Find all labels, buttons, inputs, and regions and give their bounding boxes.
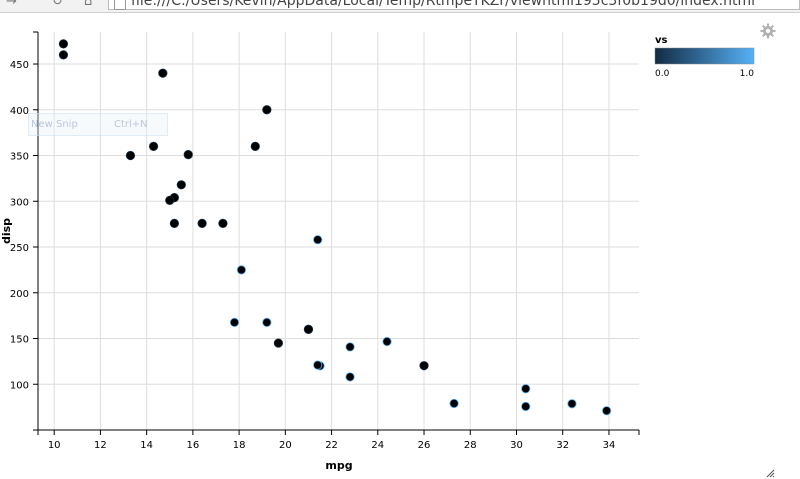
data-point — [419, 361, 429, 371]
chart-grid — [38, 32, 639, 430]
data-point — [158, 68, 168, 78]
page-icon — [114, 0, 126, 10]
y-axis-title: disp — [0, 218, 13, 244]
data-points — [58, 39, 612, 416]
legend-title: vs — [655, 35, 668, 46]
data-point — [183, 150, 193, 160]
data-point — [236, 265, 247, 275]
x-tick-label: 20 — [279, 440, 292, 451]
data-point — [197, 218, 207, 229]
x-tick-label: 28 — [464, 440, 477, 451]
snip-shortcut: Ctrl+N — [114, 119, 148, 130]
data-point — [250, 141, 260, 151]
data-point — [125, 150, 136, 161]
data-point — [449, 398, 459, 409]
y-tick-label: 200 — [10, 289, 29, 300]
data-point — [58, 39, 69, 49]
x-tick-label: 32 — [556, 440, 569, 451]
y-tick-label: 400 — [10, 106, 29, 117]
data-point — [229, 317, 240, 328]
x-tick-label: 30 — [510, 440, 523, 451]
x-tick-label: 34 — [603, 440, 616, 451]
data-point — [176, 180, 186, 190]
legend: vs 0.0 1.0 — [654, 35, 755, 79]
home-icon[interactable]: ⌂ — [84, 0, 93, 9]
data-point — [345, 372, 355, 382]
y-tick-label: 250 — [10, 243, 29, 254]
data-point — [148, 141, 159, 151]
x-tick-label: 26 — [418, 440, 431, 451]
y-tick-label: 100 — [10, 380, 29, 391]
data-point — [273, 338, 283, 348]
gear-icon[interactable] — [760, 23, 776, 39]
y-tick-label: 450 — [10, 60, 29, 71]
data-point — [303, 324, 314, 334]
data-point — [521, 384, 531, 394]
data-point — [218, 218, 228, 229]
data-point — [382, 336, 392, 347]
x-tick-label: 16 — [187, 440, 200, 451]
resize-handle-icon[interactable] — [766, 469, 775, 478]
data-point — [602, 406, 612, 416]
y-tick-label: 300 — [10, 197, 29, 208]
data-point — [58, 50, 69, 60]
reload-icon[interactable]: ↻ — [52, 0, 63, 9]
chart-axes: 10 12 14 16 18 20 22 24 26 28 30 32 34 100 150 200 250 30… — [10, 31, 640, 451]
x-tick-label: 14 — [140, 440, 153, 451]
legend-max-label: 1.0 — [740, 69, 755, 79]
data-point — [521, 401, 531, 412]
legend-color-bar — [654, 47, 755, 65]
x-tick-label: 10 — [48, 440, 61, 451]
x-tick-label: 22 — [325, 440, 338, 451]
x-tick-label: 12 — [94, 440, 107, 451]
y-tick-label: 150 — [10, 335, 29, 346]
x-tick-label: 24 — [371, 440, 384, 451]
data-point — [169, 218, 179, 229]
x-axis-title: mpg — [325, 459, 352, 472]
data-point — [313, 235, 323, 245]
data-point — [165, 195, 175, 205]
data-point — [313, 360, 323, 370]
browser-toolbar: → ↻ ⌂ file:///C:/Users/Kevin/AppData/Loc… — [0, 0, 800, 13]
data-point — [262, 317, 272, 328]
data-point — [262, 105, 272, 115]
legend-min-label: 0.0 — [655, 69, 670, 79]
data-point — [345, 342, 355, 352]
y-tick-label: 350 — [10, 152, 29, 163]
snip-menu-item[interactable]: New Snip Ctrl+N — [28, 113, 168, 136]
data-point — [567, 399, 577, 409]
snip-label: New Snip — [31, 119, 78, 130]
x-tick-label: 18 — [233, 440, 246, 451]
back-icon[interactable]: → — [6, 0, 17, 9]
